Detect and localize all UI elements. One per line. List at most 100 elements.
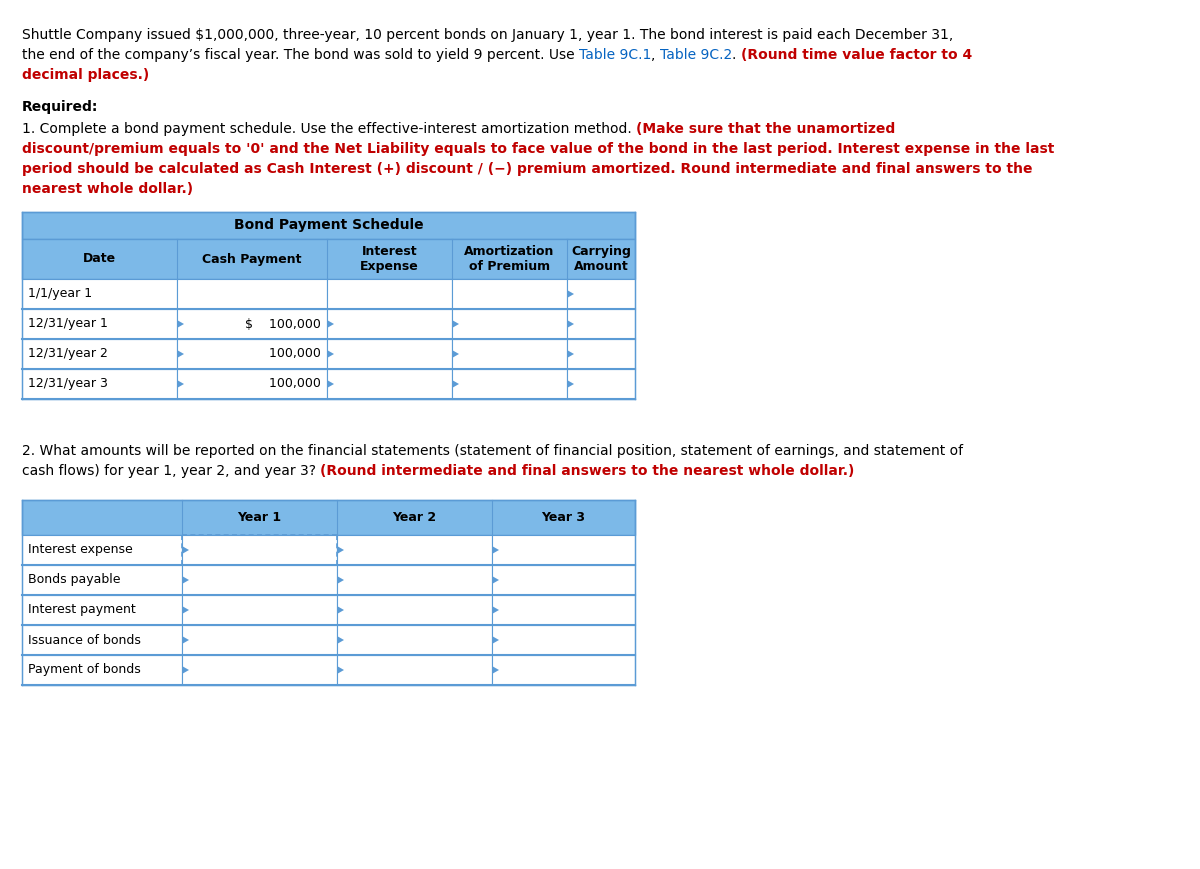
Text: Table 9C.2: Table 9C.2 xyxy=(660,48,732,62)
Text: 100,000: 100,000 xyxy=(253,377,322,390)
Polygon shape xyxy=(326,350,334,358)
Bar xyxy=(568,309,635,339)
Bar xyxy=(337,535,492,565)
Text: period should be calculated as Cash Interest (+) discount / (−) premium amortize: period should be calculated as Cash Inte… xyxy=(22,162,1032,176)
Bar xyxy=(452,309,568,339)
Polygon shape xyxy=(326,320,334,328)
Text: ,: , xyxy=(652,48,660,62)
Bar xyxy=(182,565,337,595)
Bar xyxy=(568,279,635,309)
Text: Amortization
of Premium: Amortization of Premium xyxy=(464,245,554,273)
Text: 2. What amounts will be reported on the financial statements (statement of finan: 2. What amounts will be reported on the … xyxy=(22,444,964,458)
Text: (Make sure that the unamortized: (Make sure that the unamortized xyxy=(636,122,895,136)
Bar xyxy=(22,309,178,339)
Text: (Round intermediate and final answers to the nearest whole dollar.): (Round intermediate and final answers to… xyxy=(320,464,854,478)
Text: Year 1: Year 1 xyxy=(238,511,282,524)
Bar xyxy=(568,369,635,399)
Text: Interest
Expense: Interest Expense xyxy=(360,245,419,273)
Polygon shape xyxy=(452,380,458,388)
Polygon shape xyxy=(492,666,499,674)
Bar xyxy=(22,500,635,535)
Polygon shape xyxy=(326,380,334,388)
Bar xyxy=(22,625,182,655)
Bar xyxy=(22,535,182,565)
Polygon shape xyxy=(568,350,574,358)
Text: cash flows) for year 1, year 2, and year 3?: cash flows) for year 1, year 2, and year… xyxy=(22,464,320,478)
Text: 1/1/year 1: 1/1/year 1 xyxy=(28,288,92,301)
Polygon shape xyxy=(178,380,184,388)
Text: 12/31/year 2: 12/31/year 2 xyxy=(28,348,108,361)
Bar xyxy=(182,535,337,565)
Text: discount/premium equals to '0' and the Net Liability equals to face value of the: discount/premium equals to '0' and the N… xyxy=(22,142,1055,156)
Bar xyxy=(22,565,182,595)
Bar xyxy=(22,239,635,279)
Text: Payment of bonds: Payment of bonds xyxy=(28,664,140,676)
Text: Required:: Required: xyxy=(22,100,98,114)
Polygon shape xyxy=(178,320,184,328)
Bar xyxy=(22,279,178,309)
Text: Interest payment: Interest payment xyxy=(28,603,136,616)
Polygon shape xyxy=(178,350,184,358)
Bar xyxy=(178,279,326,309)
Text: Shuttle Company issued $1,000,000, three-year, 10 percent bonds on January 1, ye: Shuttle Company issued $1,000,000, three… xyxy=(22,28,953,42)
Polygon shape xyxy=(568,290,574,298)
Bar xyxy=(337,565,492,595)
Bar xyxy=(22,595,182,625)
Polygon shape xyxy=(182,606,190,614)
Bar xyxy=(182,655,337,685)
Bar xyxy=(22,339,178,369)
Bar xyxy=(326,339,452,369)
Bar xyxy=(492,535,635,565)
Bar xyxy=(492,625,635,655)
Bar xyxy=(452,279,568,309)
Polygon shape xyxy=(337,666,344,674)
Text: .: . xyxy=(732,48,742,62)
Bar xyxy=(22,369,178,399)
Polygon shape xyxy=(337,576,344,584)
Polygon shape xyxy=(182,546,190,554)
Bar xyxy=(22,655,182,685)
Text: Issuance of bonds: Issuance of bonds xyxy=(28,634,140,647)
Text: Cash Payment: Cash Payment xyxy=(203,253,301,266)
Text: decimal places.): decimal places.) xyxy=(22,68,149,82)
Text: Bonds payable: Bonds payable xyxy=(28,574,120,587)
Polygon shape xyxy=(568,320,574,328)
Polygon shape xyxy=(452,350,458,358)
Bar xyxy=(178,339,326,369)
Text: the end of the company’s fiscal year. The bond was sold to yield 9 percent. Use: the end of the company’s fiscal year. Th… xyxy=(22,48,580,62)
Polygon shape xyxy=(492,546,499,554)
Polygon shape xyxy=(337,606,344,614)
Polygon shape xyxy=(492,576,499,584)
Polygon shape xyxy=(452,320,458,328)
Polygon shape xyxy=(337,546,344,554)
Bar xyxy=(452,339,568,369)
Bar xyxy=(178,309,326,339)
Bar xyxy=(337,595,492,625)
Bar xyxy=(492,595,635,625)
Text: $    100,000: $ 100,000 xyxy=(245,317,322,330)
Text: Year 2: Year 2 xyxy=(392,511,437,524)
Bar xyxy=(22,212,635,239)
Text: Date: Date xyxy=(83,253,116,266)
Text: 100,000: 100,000 xyxy=(253,348,322,361)
Bar xyxy=(326,369,452,399)
Text: Year 3: Year 3 xyxy=(541,511,586,524)
Polygon shape xyxy=(568,380,574,388)
Bar xyxy=(182,595,337,625)
Polygon shape xyxy=(492,606,499,614)
Text: Bond Payment Schedule: Bond Payment Schedule xyxy=(234,218,424,233)
Bar xyxy=(326,279,452,309)
Text: Interest expense: Interest expense xyxy=(28,543,133,556)
Bar xyxy=(492,565,635,595)
Polygon shape xyxy=(182,576,190,584)
Polygon shape xyxy=(492,636,499,644)
Bar xyxy=(337,655,492,685)
Text: 12/31/year 3: 12/31/year 3 xyxy=(28,377,108,390)
Text: nearest whole dollar.): nearest whole dollar.) xyxy=(22,182,193,196)
Polygon shape xyxy=(182,666,190,674)
Polygon shape xyxy=(337,636,344,644)
Bar xyxy=(337,625,492,655)
Bar xyxy=(452,369,568,399)
Bar xyxy=(178,369,326,399)
Text: 1. Complete a bond payment schedule. Use the effective-interest amortization met: 1. Complete a bond payment schedule. Use… xyxy=(22,122,636,136)
